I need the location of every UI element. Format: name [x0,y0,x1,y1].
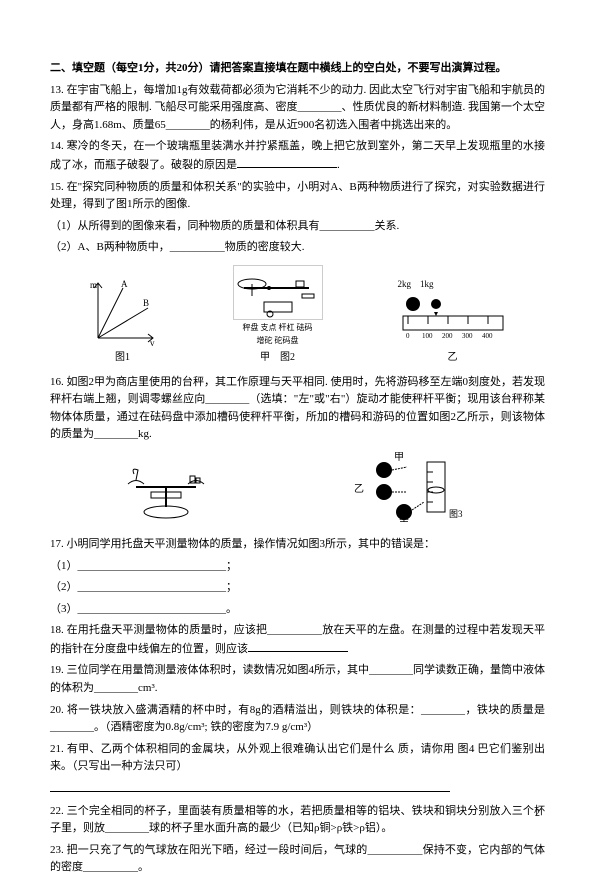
q17-1: （1）___________________________； [50,558,545,576]
ruler-svg: 0 100 200 300 400 [398,294,508,342]
weight-2kg: 2kg [398,279,412,289]
fig1-label: 图1 [88,350,158,366]
scale-diagram [233,265,323,320]
fig2-text-bottom: 增砣 砣码盘 [233,335,323,348]
q13: 13. 在宇宙飞船上，每增加1g有效载荷都必须为它消耗不少的动力. 因此太空飞行… [50,82,545,135]
figure-3-heads: 甲 乙 丙 图3 [349,452,479,528]
figures-row-1: m v A B 图1 秤盘 支点 杆杠 砝码 增砣 砣码盘 甲 图2 [50,265,545,366]
q18: 18. 在用托盘天平测量物体的质量时，应该把__________放在天平的左盘。… [50,622,545,658]
figure-3-balance [116,462,216,528]
svg-text:v: v [150,338,155,348]
figure-2: 秤盘 支点 杆杠 砝码 增砣 砣码盘 甲 图2 [233,265,323,366]
heads-svg: 甲 乙 丙 图3 [349,452,479,522]
svg-text:400: 400 [482,332,493,340]
section-title: 二、填空题（每空1分，共20分）请把答案直接填在题中横线上的空白处，不要写出演算… [50,60,545,78]
q15-2: （2）A、B两种物质中，__________物质的密度较大. [50,239,545,257]
graph-svg: m v A B [88,278,158,348]
q17-2: （2）___________________________； [50,579,545,597]
balance-svg [116,462,216,522]
q15-1: （1）从所得到的图像来看，同种物质的质量和体积具有__________关系. [50,218,545,236]
svg-text:300: 300 [462,332,473,340]
q20: 20. 将一铁块放入盛满酒精的杯中时，有8g的酒精溢出，则铁块的体积是：____… [50,702,545,737]
q23: 23. 把一只充了气的气球放在阳光下晒，经过一段时间后，气球的_________… [50,842,545,877]
q15: 15. 在"探究同种物质的质量和体积关系"的实验中，小明对A、B两种物质进行了探… [50,179,545,214]
q17: 17. 小明同学用托盘天平测量物体的质量，操作情况如图3所示，其中的错误是： [50,536,545,554]
figure-1: m v A B 图1 [88,278,158,366]
weight-1kg: 1kg [420,279,434,289]
svg-text:m: m [90,280,97,290]
fig3-yi-label: 乙 [354,483,364,495]
fig3-jia-label: 甲 [394,452,404,463]
q14: 14. 寒冷的冬天，在一个玻璃瓶里装满水并拧紧瓶盖，晚上把它放到室外，第二天早上… [50,138,545,174]
svg-text:0: 0 [406,332,410,340]
svg-text:100: 100 [422,332,433,340]
fig2-label: 图2 [280,352,295,363]
fig2-text-scale: 秤盘 支点 杆杠 砝码 [233,322,323,335]
q21-blank [50,780,545,799]
q17-3: （3）___________________________。 [50,601,545,619]
blank [237,156,337,168]
page-number: 2 [535,806,540,822]
svg-text:A: A [121,279,128,289]
blank [50,780,450,792]
fig3-bing-label: 丙 [399,519,409,522]
figures-row-2: 甲 乙 丙 图3 [50,452,545,528]
q21: 21. 有甲、乙两个体积相同的金属块，从外观上很难确认出它们是什么 质，请你用 … [50,741,545,776]
figure-2-yi: 2kg 1kg 0 100 200 300 400 乙 [398,277,508,365]
blank [248,640,348,652]
fig2-yi: 乙 [398,350,508,366]
q16: 16. 如图2甲为商店里使用的台秤，其工作原理与天平相同. 使用时，先将游码移至… [50,374,545,444]
svg-text:200: 200 [442,332,453,340]
svg-text:B: B [143,298,149,308]
svg-text:图3: 图3 [449,509,463,519]
fig2-jia: 甲 [260,352,270,363]
q22: 22. 三个完全相同的杯子，里面装有质量相等的水，若把质量相等的铝块、铁块和铜块… [50,803,545,838]
q19: 19. 三位同学在用量筒测量液体体积时，读数情况如图4所示，其中________… [50,662,545,697]
